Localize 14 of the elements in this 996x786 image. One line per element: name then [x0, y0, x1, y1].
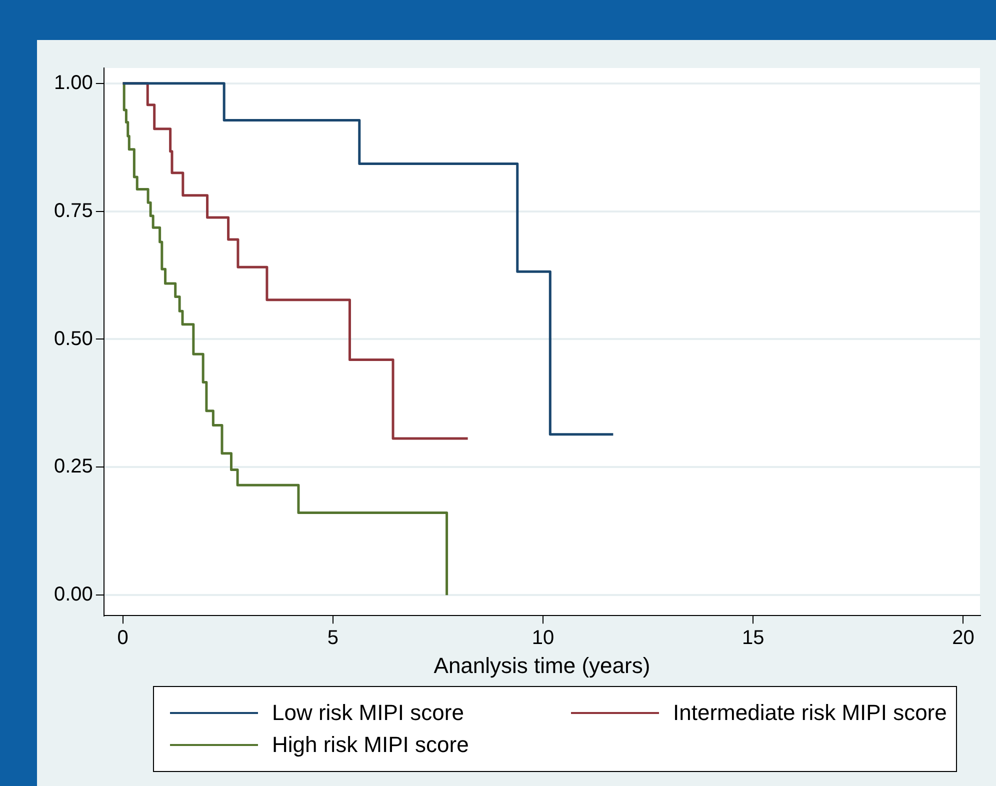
y-tick-label: 0.50: [54, 328, 93, 350]
y-tick-label: 0.00: [54, 584, 93, 606]
x-tick-label: 5: [327, 627, 338, 650]
legend-label: Low risk MIPI score: [272, 700, 464, 726]
x-tick-label: 15: [742, 627, 764, 650]
x-axis-title: Ananlysis time (years): [434, 652, 650, 678]
x-tick-label: 20: [952, 627, 974, 650]
y-tick-label: 0.25: [54, 456, 93, 478]
y-tick-label: 1.00: [54, 72, 93, 94]
y-tick-label: 0.75: [54, 200, 93, 222]
x-tick-label: 10: [532, 627, 554, 650]
x-tick-label: 0: [117, 627, 128, 650]
legend-label: Intermediate risk MIPI score: [673, 700, 947, 726]
legend-label: High risk MIPI score: [272, 732, 469, 758]
